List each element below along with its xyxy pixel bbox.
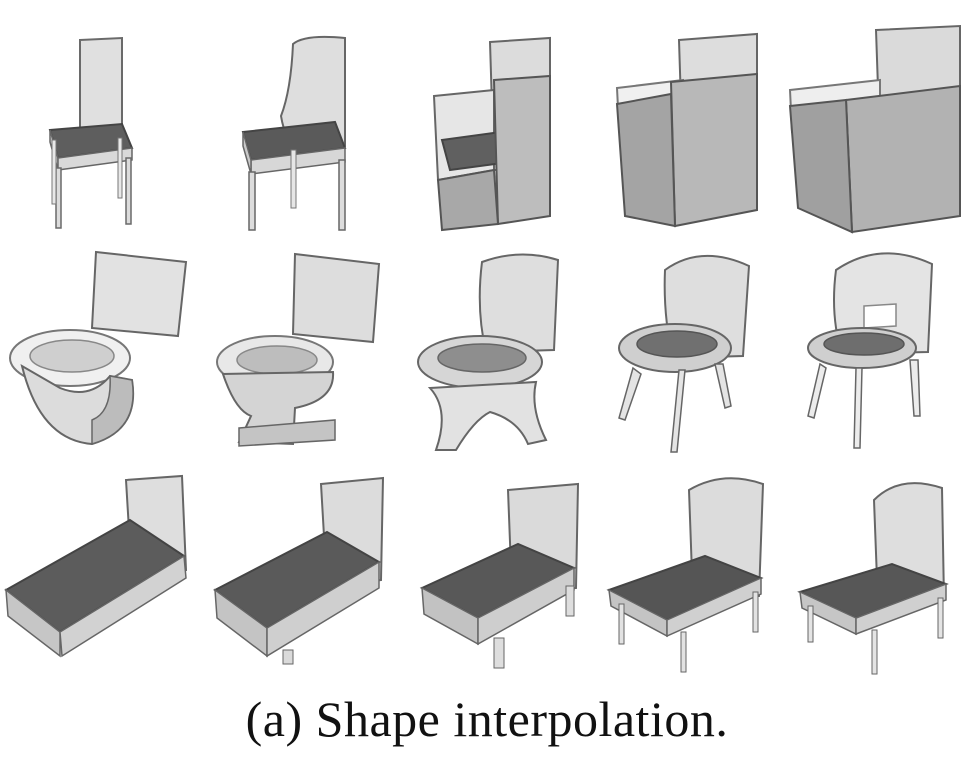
interpolation-grid [0, 20, 974, 675]
chaise-lounge-icon [213, 476, 385, 665]
chaise-lounge-icon [4, 474, 188, 658]
lounge-chair-icon [606, 477, 765, 673]
chair-icon [48, 36, 134, 229]
chair-icon [241, 35, 347, 231]
row1-shape4 [585, 20, 775, 235]
toilet-icon [216, 252, 381, 447]
lounge-chair-icon [419, 482, 580, 669]
lounge-chair-icon [797, 482, 949, 675]
armchair-icon [615, 32, 758, 228]
shell-chair-icon [417, 253, 560, 451]
figure-caption: (a) Shape interpolation. [245, 691, 729, 747]
toilet-icon [9, 250, 188, 446]
armchair-icon [788, 24, 961, 234]
row3-shape1 [0, 460, 190, 675]
row1-shape3 [390, 20, 580, 235]
row2-shape1 [0, 240, 190, 455]
row2-shape3 [390, 240, 580, 455]
armchair-icon [432, 36, 551, 232]
row3-shape3 [390, 460, 580, 675]
shell-chair-icon [618, 255, 751, 453]
row3-shape5 [780, 460, 970, 675]
row2-shape5 [780, 240, 970, 455]
row3-shape4 [585, 460, 775, 675]
row2-shape4 [585, 240, 775, 455]
row2-shape2 [195, 240, 385, 455]
row1-shape5 [780, 20, 970, 235]
row1-shape2 [195, 20, 385, 235]
shell-chair-icon [807, 252, 934, 449]
row1-shape1 [0, 20, 190, 235]
row3-shape2 [195, 460, 385, 675]
